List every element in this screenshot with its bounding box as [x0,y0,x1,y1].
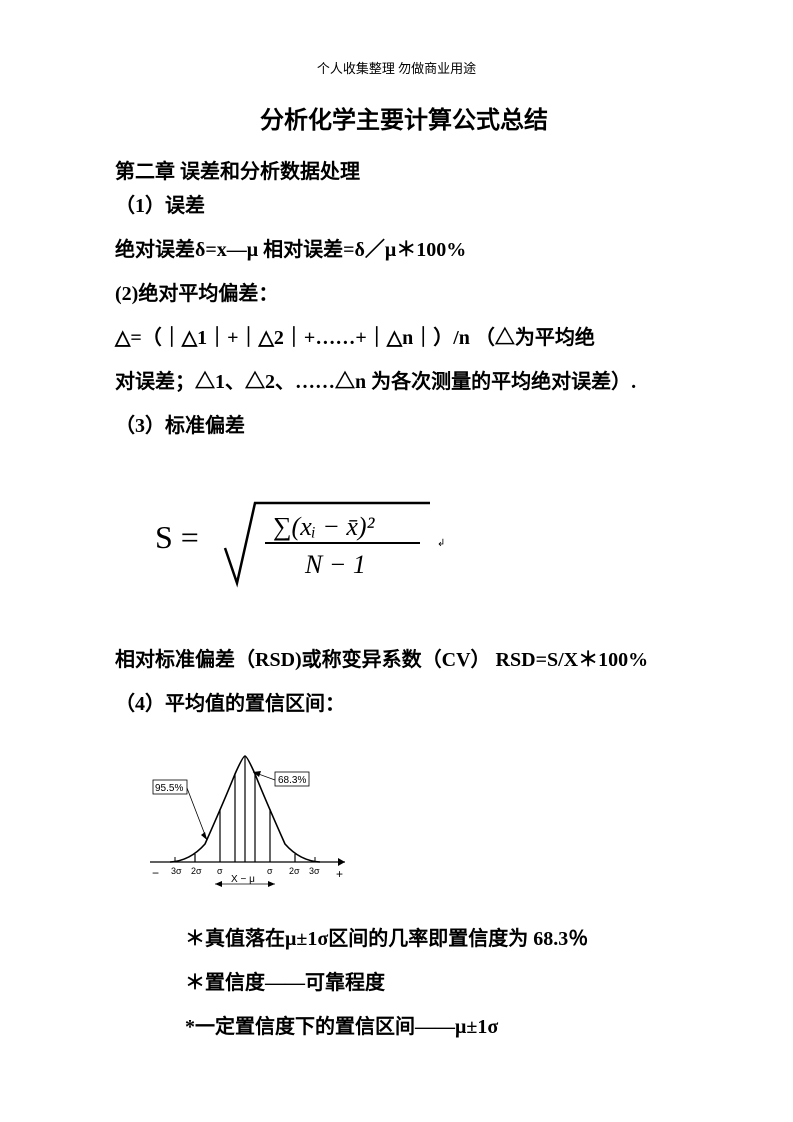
section-2-label: (2)绝对平均偏差： [115,272,693,316]
std-deviation-formula: S = ∑(xᵢ − x̄)² N − 1 ↲ [155,488,693,598]
axis-center-label: X − μ [231,874,255,885]
bullet-2: ＊置信度——可靠程度 [115,961,693,1005]
tick-label-3: σ [267,866,273,876]
chapter-heading: 第二章 误差和分析数据处理 [115,155,693,184]
axis-plus: + [336,867,343,881]
axis-minus: − [152,866,159,880]
section-3-label: （3）标准偏差 [115,404,693,448]
section-2-formula-line2: 对误差；△1、△2、……△n 为各次测量的平均绝对误差）. [115,360,693,404]
tick-label-2: σ [217,866,223,876]
section-1-label: （1）误差 [115,184,693,228]
section-1-formula: 绝对误差δ=x—μ 相对误差=δ／μ＊100% [115,228,693,272]
bell-curve-figure: 95.5% 68.3% 3σ 2σ σ σ 2σ 3σ X − μ − + [135,744,693,899]
tick-label-1: 2σ [191,866,202,876]
tick-label-0: 3σ [171,866,182,876]
rsd-line: 相对标准偏差（RSD)或称变异系数（CV） RSD=S/X＊100% [115,638,693,682]
bullet-1: ＊真值落在μ±1σ区间的几率即置信度为 68.3％ [115,917,693,961]
header-note: 个人收集整理 勿做商业用途 [0,58,793,77]
formula-lhs: S = [155,519,199,555]
x-axis-arrow [338,858,345,866]
formula-denominator: N − 1 [304,550,366,579]
bell-curve-svg: 95.5% 68.3% 3σ 2σ σ σ 2σ 3σ X − μ − + [135,744,355,894]
label-683: 68.3% [278,775,306,786]
section-4-label: （4）平均值的置信区间： [115,682,693,726]
label-955: 95.5% [155,783,183,794]
std-formula-svg: S = ∑(xᵢ − x̄)² N − 1 ↲ [155,488,455,598]
page-title: 分析化学主要计算公式总结 [115,100,693,135]
section-2-formula-line1: △=（｜△1｜+｜△2｜+……+｜△n｜）/n （△为平均绝 [115,316,693,360]
formula-numerator: ∑(xᵢ − x̄)² [273,512,376,541]
bullet-3: *一定置信度下的置信区间——μ±1σ [115,1005,693,1049]
formula-end-marker: ↲ [437,538,445,549]
tick-label-4: 2σ [289,866,300,876]
tick-label-5: 3σ [309,866,320,876]
